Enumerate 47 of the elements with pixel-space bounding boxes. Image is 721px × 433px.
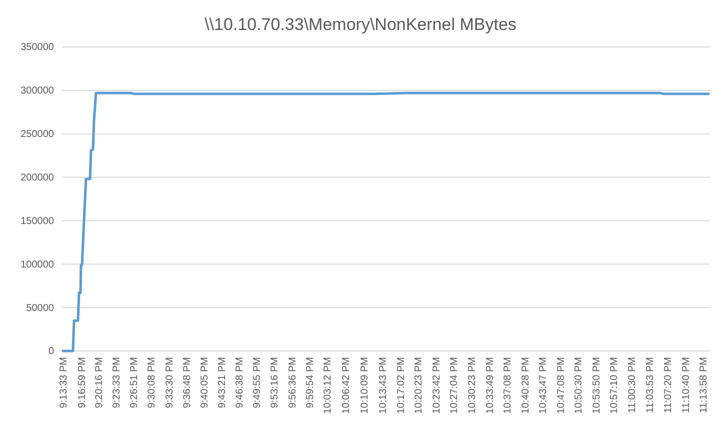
x-tick-label: 9:23:33 PM xyxy=(112,357,123,408)
x-tick-label: 11:00:30 PM xyxy=(626,357,638,413)
y-tick-label: 250000 xyxy=(20,129,54,140)
y-tick-label: 300000 xyxy=(20,86,54,97)
x-tick-label: 11:10:40 PM xyxy=(680,357,692,413)
x-tick-label: 10:50:30 PM xyxy=(574,357,585,414)
x-tick-label: 9:49:55 PM xyxy=(252,357,263,408)
x-tick-label: 10:03:12 PM xyxy=(322,357,334,414)
x-tick-label: 9:26:51 PM xyxy=(129,357,140,408)
x-tick-label: 9:40:05 PM xyxy=(200,357,211,408)
x-tick-label: 9:16:59 PM xyxy=(76,357,88,408)
x-tick-label: 9:56:36 PM xyxy=(287,357,298,408)
x-tick-label: 9:13:33 PM xyxy=(58,357,70,408)
x-tick-label: 10:27:04 PM xyxy=(449,357,460,414)
x-tick-label: 10:13:43 PM xyxy=(378,357,390,414)
x-tick-label: 10:20:23 PM xyxy=(414,357,425,414)
y-tick-label: 350000 xyxy=(20,42,54,54)
chart-title: \\10.10.70.33\Memory\NonKernel MBytes xyxy=(204,15,516,34)
x-tick-label: 10:37:08 PM xyxy=(502,357,514,414)
x-tick-label: 9:30:08 PM xyxy=(146,357,158,408)
x-tick-label: 10:47:08 PM xyxy=(556,357,567,414)
y-tick-label: 150000 xyxy=(20,216,54,227)
x-tick-label: 10:57:10 PM xyxy=(609,357,620,414)
y-tick-label: 50000 xyxy=(26,302,54,314)
x-tick-label: 9:53:16 PM xyxy=(270,357,281,408)
x-tick-label: 9:20:16 PM xyxy=(94,357,106,408)
x-tick-label: 9:36:48 PM xyxy=(182,357,194,408)
x-tick-label: 9:43:21 PM xyxy=(216,357,228,408)
x-tick-label: 10:17:02 PM xyxy=(396,357,407,414)
line-series xyxy=(62,92,710,352)
x-tick-label: 10:06:42 PM xyxy=(340,357,352,414)
x-tick-label: 10:23:42 PM xyxy=(431,357,442,414)
x-tick-label: 10:40:28 PM xyxy=(520,357,532,414)
y-tick-label: 0 xyxy=(48,346,54,358)
y-tick-label: 200000 xyxy=(20,172,54,184)
x-tick-label: 11:13:58 PM xyxy=(698,357,710,413)
y-tick-label: 100000 xyxy=(20,259,54,270)
x-tick-label: 10:10:09 PM xyxy=(359,357,370,414)
x-tick-label: 9:46:38 PM xyxy=(234,357,246,408)
x-tick-label: 9:59:54 PM xyxy=(304,357,316,408)
x-tick-label: 11:03:53 PM xyxy=(644,357,656,413)
x-tick-label: 9:33:30 PM xyxy=(164,357,176,408)
x-tick-label: 10:43:47 PM xyxy=(538,357,550,414)
x-tick-label: 10:30:23 PM xyxy=(466,357,478,414)
x-tick-label: 11:07:20 PM xyxy=(663,357,674,413)
x-tick-label: 10:33:49 PM xyxy=(485,357,496,414)
x-tick-label: 10:53:50 PM xyxy=(591,357,602,414)
